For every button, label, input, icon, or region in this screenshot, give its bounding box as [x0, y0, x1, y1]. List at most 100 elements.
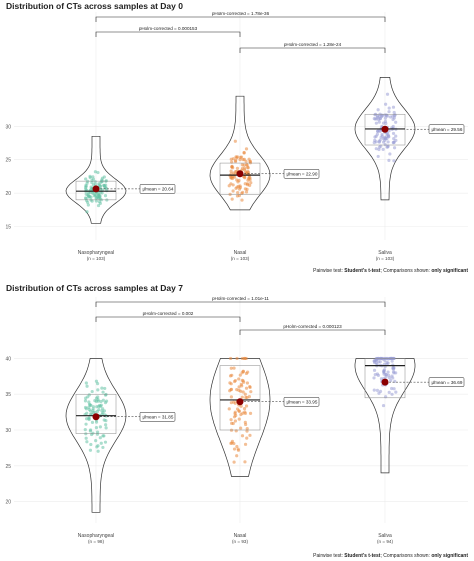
mean-label-box [283, 396, 320, 407]
x-tick-count: (n = 93) [232, 539, 248, 544]
violin-nasal [209, 95, 271, 211]
mean-label-box [428, 377, 465, 387]
data-point [375, 132, 379, 136]
data-point [96, 170, 100, 175]
data-point [103, 440, 108, 444]
data-point [386, 361, 390, 365]
data-point [386, 370, 390, 374]
data-point [238, 157, 242, 162]
data-point [243, 166, 247, 170]
data-point [94, 420, 99, 424]
y-tick-label: 35 [5, 392, 11, 398]
box-nasopharyngeal [75, 393, 117, 434]
data-point [85, 384, 89, 388]
data-point [90, 420, 95, 424]
mean-label-box [283, 169, 320, 179]
data-point [84, 381, 88, 385]
data-point [85, 440, 89, 444]
significance-label: pHolm-corrected = 0.002 [143, 311, 194, 316]
box-nasal [219, 365, 261, 431]
data-point [88, 190, 92, 195]
data-point [241, 370, 245, 374]
data-point [230, 439, 235, 443]
data-point [392, 110, 396, 115]
data-point [237, 377, 241, 381]
data-point [235, 155, 240, 159]
data-point [86, 200, 90, 204]
data-point [103, 386, 107, 391]
mean-label: μ̂mean = 20.64 [143, 187, 174, 192]
x-tick-count: (n = 103) [231, 256, 250, 261]
data-point [244, 395, 248, 400]
data-point [243, 170, 248, 174]
box-nasal [219, 162, 261, 195]
data-point [244, 147, 249, 151]
data-point [242, 163, 246, 167]
data-point [388, 152, 392, 156]
data-point [392, 387, 396, 391]
data-point [235, 178, 239, 182]
data-point [238, 373, 242, 377]
mean-label: μ̂mean = 31.85 [143, 415, 174, 420]
data-point [243, 187, 247, 191]
y-tick-label: 20 [5, 500, 11, 506]
data-point [104, 423, 108, 427]
data-point [391, 105, 396, 109]
data-point [83, 399, 88, 403]
data-point [230, 421, 234, 425]
data-point [247, 395, 251, 399]
x-tick-count: (n = 98) [88, 539, 104, 544]
data-point [391, 141, 395, 145]
data-point [94, 438, 98, 443]
data-point [390, 359, 394, 363]
data-point [229, 169, 233, 173]
data-point [382, 370, 386, 375]
data-point [240, 434, 245, 438]
data-point [391, 366, 395, 370]
mean-marker [236, 398, 244, 406]
data-point [240, 356, 245, 361]
data-point [94, 196, 98, 200]
data-point [83, 405, 88, 410]
mean-marker [92, 413, 100, 421]
data-point [98, 184, 102, 188]
data-point [374, 360, 378, 365]
data-point [377, 117, 381, 122]
data-point [381, 403, 386, 408]
data-point [394, 120, 398, 124]
mean-marker [236, 170, 244, 178]
panel-0-title: Distribution of CTs across samples at Da… [6, 1, 183, 11]
mean-label: μ̂mean = 33.95 [287, 400, 318, 405]
data-point [243, 420, 247, 424]
data-point [96, 449, 100, 453]
data-point [390, 392, 394, 396]
data-point [235, 166, 240, 170]
data-point [379, 377, 384, 381]
mean-marker [92, 185, 100, 193]
data-point [232, 447, 237, 451]
data-point [84, 192, 88, 196]
data-point [103, 185, 107, 190]
data-point [98, 436, 102, 440]
x-tick-count: (n = 94) [377, 539, 393, 544]
data-point [389, 378, 393, 383]
data-point [237, 385, 241, 389]
data-point [229, 366, 233, 370]
data-point [91, 175, 95, 179]
violin-nasopharyngeal [65, 135, 127, 224]
data-point [231, 183, 235, 187]
data-point [84, 422, 88, 426]
data-point [246, 178, 250, 182]
data-point [233, 378, 238, 383]
data-point [248, 433, 252, 437]
x-tick-label: Saliva [378, 533, 392, 539]
data-point [248, 159, 252, 163]
data-point [373, 113, 377, 117]
data-point [235, 185, 239, 189]
data-point [384, 113, 388, 117]
data-point [245, 436, 249, 440]
data-point [248, 411, 253, 415]
data-point [391, 376, 395, 380]
data-point [96, 395, 100, 399]
data-point [96, 444, 100, 448]
